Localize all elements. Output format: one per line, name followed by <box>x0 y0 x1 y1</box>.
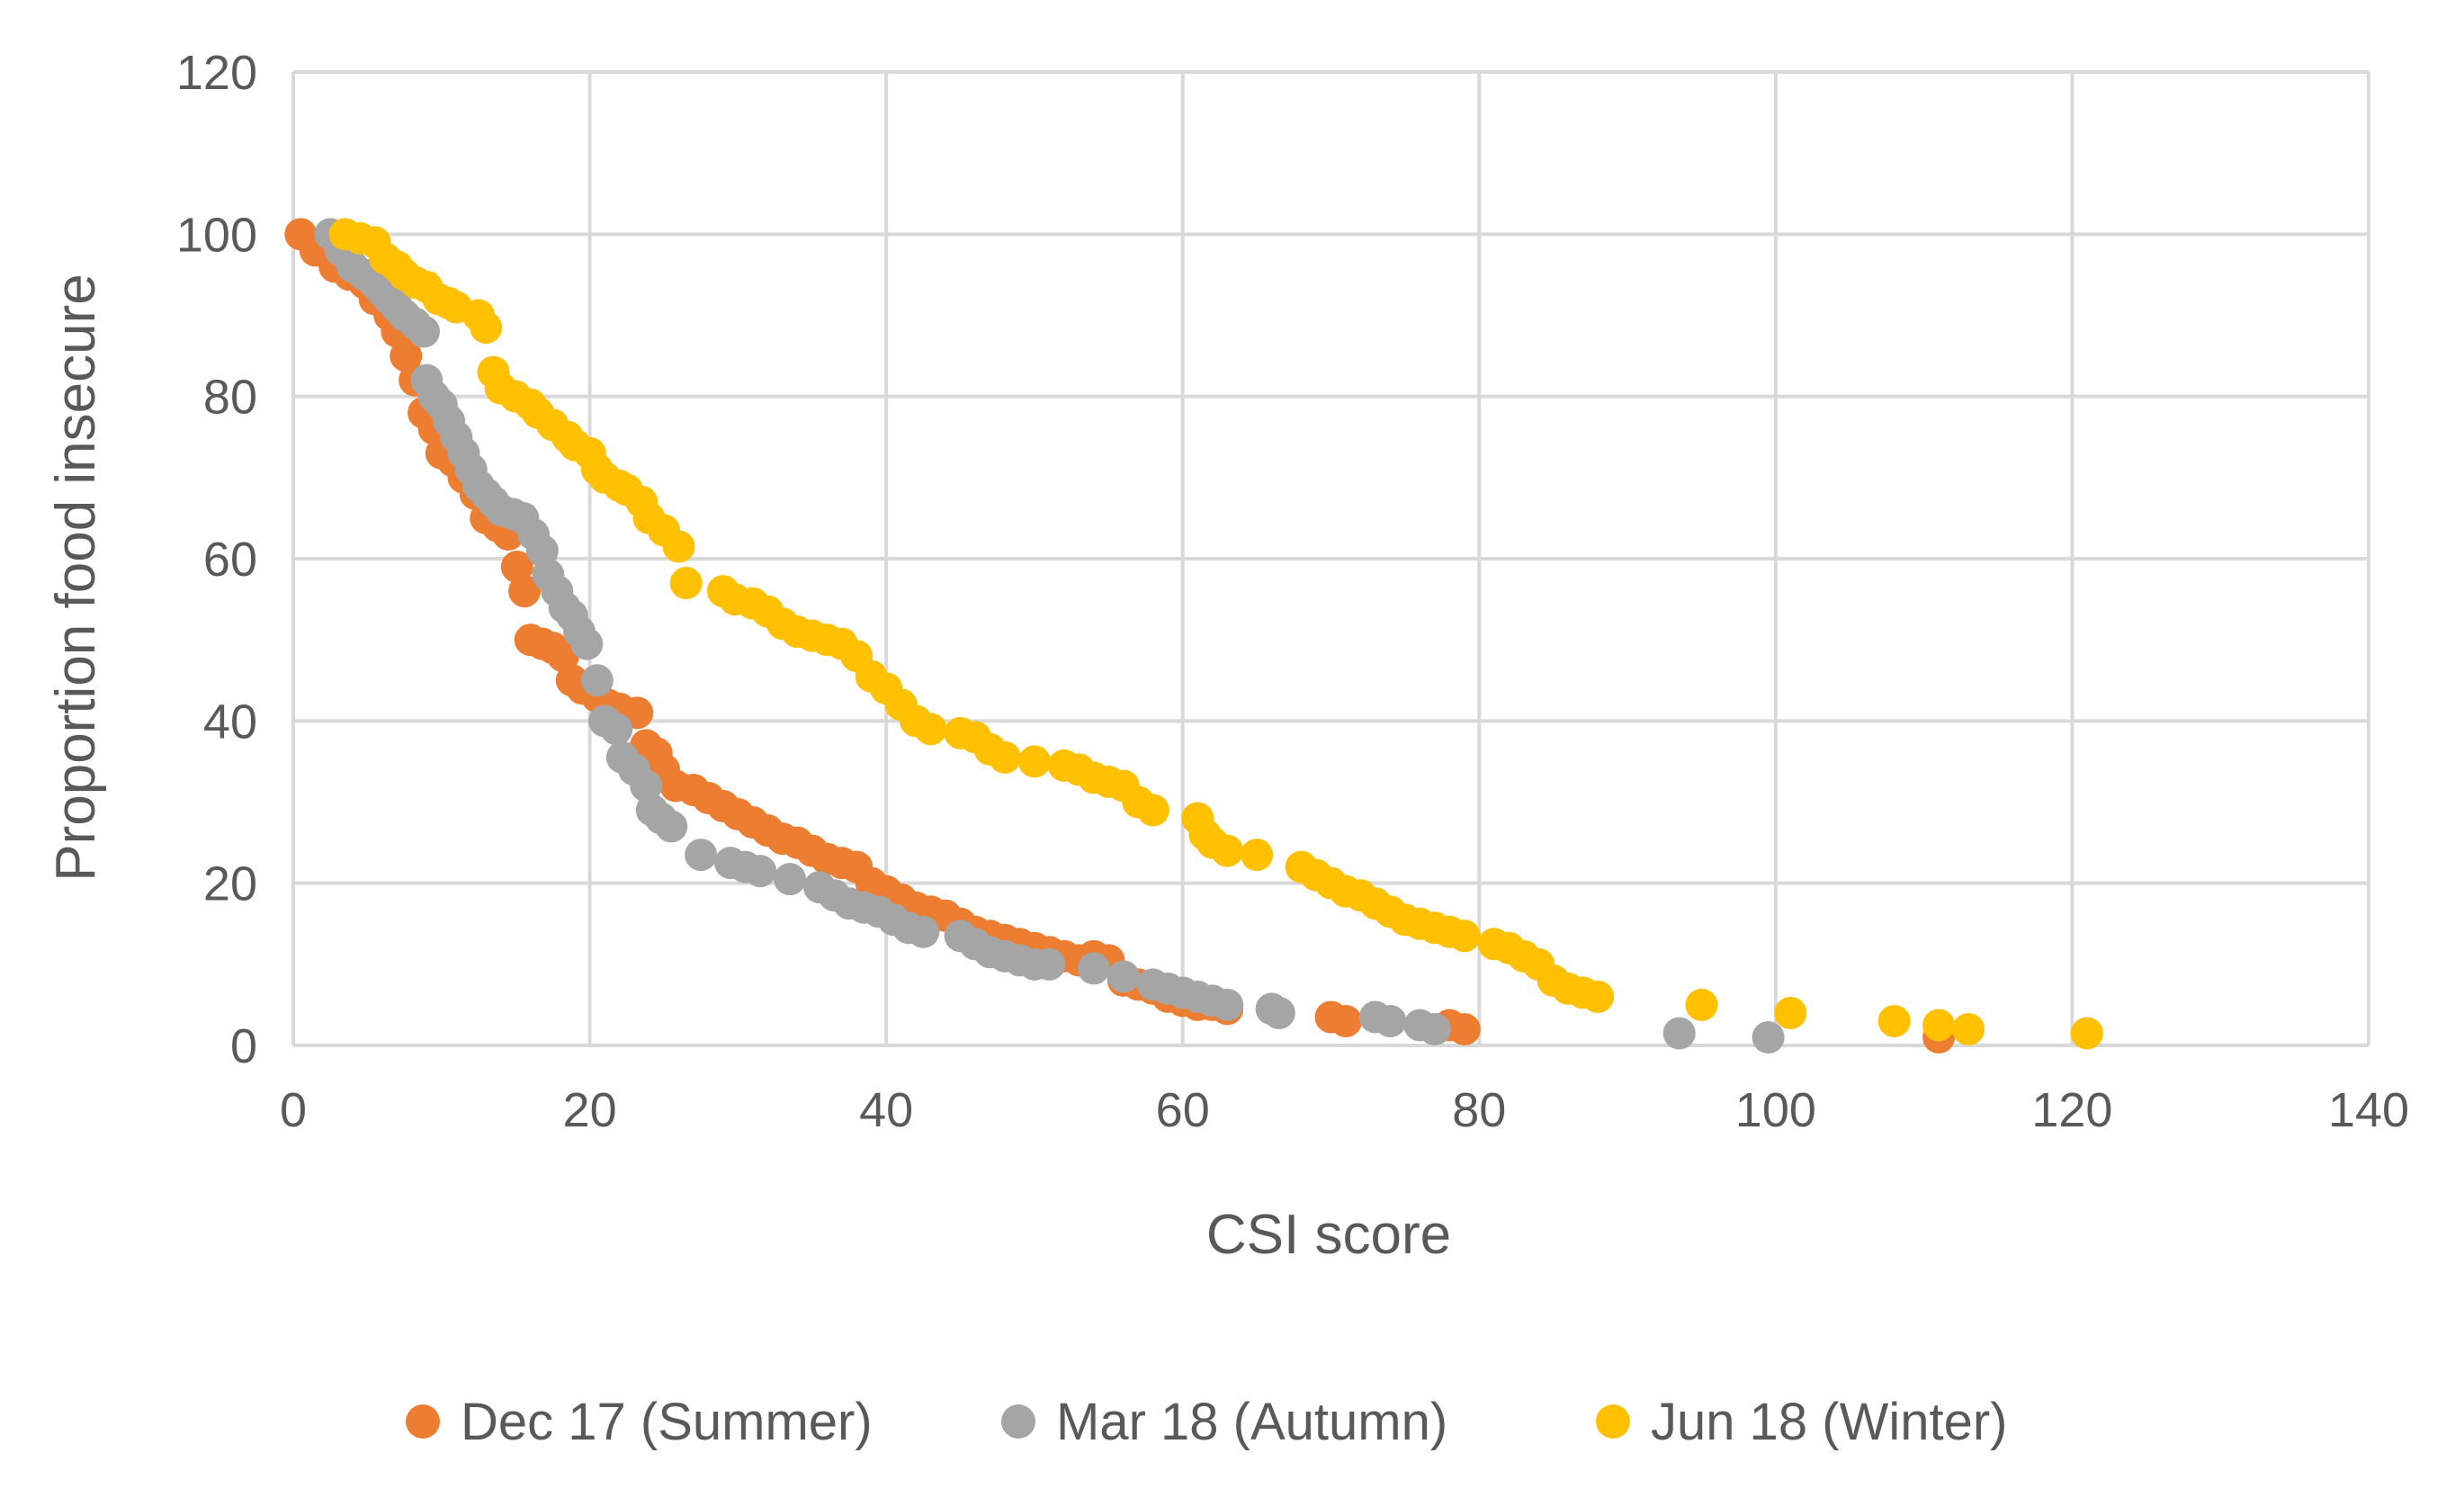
axis-layer: 0 20 40 60 80 100 120 0 20 40 60 80 100 120 140 <box>176 46 2409 1137</box>
legend-label: Mar 18 (Autumn) <box>1056 1393 1447 1451</box>
data-point <box>1374 1004 1407 1037</box>
data-point <box>1774 996 1807 1029</box>
series-0 <box>284 218 1956 1054</box>
data-point <box>408 315 441 348</box>
data-point <box>2070 1017 2103 1050</box>
y-tick-label: 120 <box>176 46 257 100</box>
data-point <box>1685 988 1718 1021</box>
data-point <box>500 551 533 584</box>
x-tick-label: 40 <box>859 1083 913 1137</box>
y-tick-label: 60 <box>203 533 257 587</box>
data-point <box>570 627 604 660</box>
data-point <box>669 567 703 600</box>
series-1 <box>314 218 1785 1054</box>
y-axis-title: Proportion food insecure <box>45 274 107 882</box>
data-point <box>470 311 503 345</box>
series-2 <box>328 218 2103 1050</box>
data-point <box>508 575 542 608</box>
data-point <box>685 839 718 872</box>
data-point <box>1136 794 1169 827</box>
legend-item: Dec 17 (Summer) <box>406 1393 873 1451</box>
data-point <box>1662 1017 1696 1050</box>
data-point <box>988 740 1021 774</box>
data-point <box>1581 980 1615 1013</box>
data-point <box>630 769 663 803</box>
legend-item: Jun 18 (Winter) <box>1596 1393 2007 1451</box>
x-tick-label: 120 <box>2031 1083 2112 1137</box>
data-point <box>1752 1020 1785 1054</box>
data-point <box>662 530 695 563</box>
data-point <box>1262 996 1295 1029</box>
data-points-layer <box>284 218 2103 1054</box>
data-point <box>390 339 423 372</box>
x-tick-label: 0 <box>280 1083 307 1137</box>
data-point <box>1447 1012 1481 1045</box>
y-tick-label: 80 <box>203 371 257 425</box>
data-point <box>1017 745 1051 778</box>
data-point <box>1033 947 1066 981</box>
grid-layer <box>293 70 2370 1045</box>
legend: Dec 17 (Summer) Mar 18 (Autumn) Jun 18 (Wi… <box>406 1393 2007 1451</box>
data-point <box>1877 1004 1911 1037</box>
data-point <box>744 855 777 888</box>
legend-marker <box>406 1404 440 1439</box>
legend-label: Dec 17 (Summer) <box>461 1393 873 1451</box>
y-tick-label: 0 <box>230 1019 257 1073</box>
data-point <box>1952 1012 1985 1045</box>
y-tick-label: 40 <box>203 695 257 749</box>
legend-item: Mar 18 (Autumn) <box>1001 1393 1447 1451</box>
data-point <box>1922 1009 1956 1042</box>
data-point <box>1077 952 1110 985</box>
data-point <box>1329 1004 1362 1037</box>
data-point <box>1107 960 1140 993</box>
x-tick-label: 20 <box>563 1083 617 1137</box>
data-point <box>580 664 614 697</box>
data-point <box>1241 839 1274 872</box>
data-point <box>914 713 947 746</box>
data-point <box>1211 834 1244 867</box>
x-axis-title: CSI score <box>1206 1204 1451 1266</box>
data-point <box>1418 1012 1451 1045</box>
data-point <box>1447 919 1481 953</box>
legend-label: Jun 18 (Winter) <box>1651 1393 2007 1451</box>
data-point <box>525 534 559 567</box>
data-point <box>774 863 807 896</box>
y-tick-label: 20 <box>203 857 257 911</box>
legend-marker <box>1596 1404 1630 1439</box>
data-point <box>655 810 688 843</box>
x-tick-label: 60 <box>1156 1083 1210 1137</box>
legend-marker <box>1001 1404 1035 1439</box>
data-point <box>1211 988 1244 1021</box>
y-tick-label: 100 <box>176 208 257 262</box>
x-tick-label: 80 <box>1452 1083 1506 1137</box>
data-point <box>907 915 940 948</box>
x-tick-label: 140 <box>2328 1083 2409 1137</box>
data-point <box>600 713 633 746</box>
x-tick-label: 100 <box>1735 1083 1816 1137</box>
